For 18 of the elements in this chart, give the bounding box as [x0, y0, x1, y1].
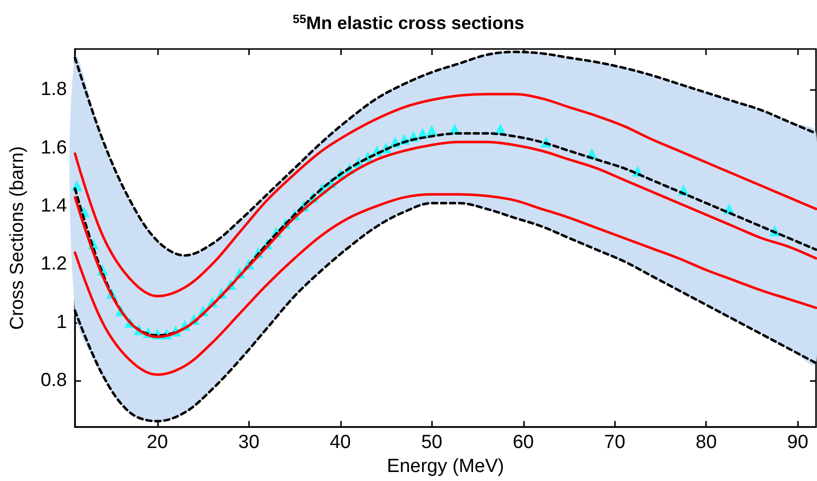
y-tick-label: 1.2	[40, 254, 67, 275]
y-tick-label: 1	[56, 312, 67, 333]
y-axis-title: Cross Sections (barn)	[7, 146, 28, 330]
x-tick-label: 90	[787, 432, 808, 453]
x-tick-label: 60	[512, 432, 534, 453]
x-tick-label: 70	[604, 432, 626, 453]
x-tick-label: 20	[146, 432, 168, 453]
x-tick-label: 50	[421, 432, 442, 453]
x-tick-label: 80	[696, 432, 717, 453]
y-tick-label: 1.8	[40, 79, 67, 100]
y-tick-label: 1.4	[40, 196, 68, 217]
x-axis-title: Energy (MeV)	[386, 456, 504, 477]
x-tick-label: 30	[238, 432, 260, 453]
y-tick-label: 1.6	[40, 137, 67, 158]
y-tick-label: 0.8	[40, 370, 67, 391]
line-series	[74, 92, 817, 298]
x-tick-label: 40	[330, 432, 351, 453]
line-series	[74, 193, 817, 376]
